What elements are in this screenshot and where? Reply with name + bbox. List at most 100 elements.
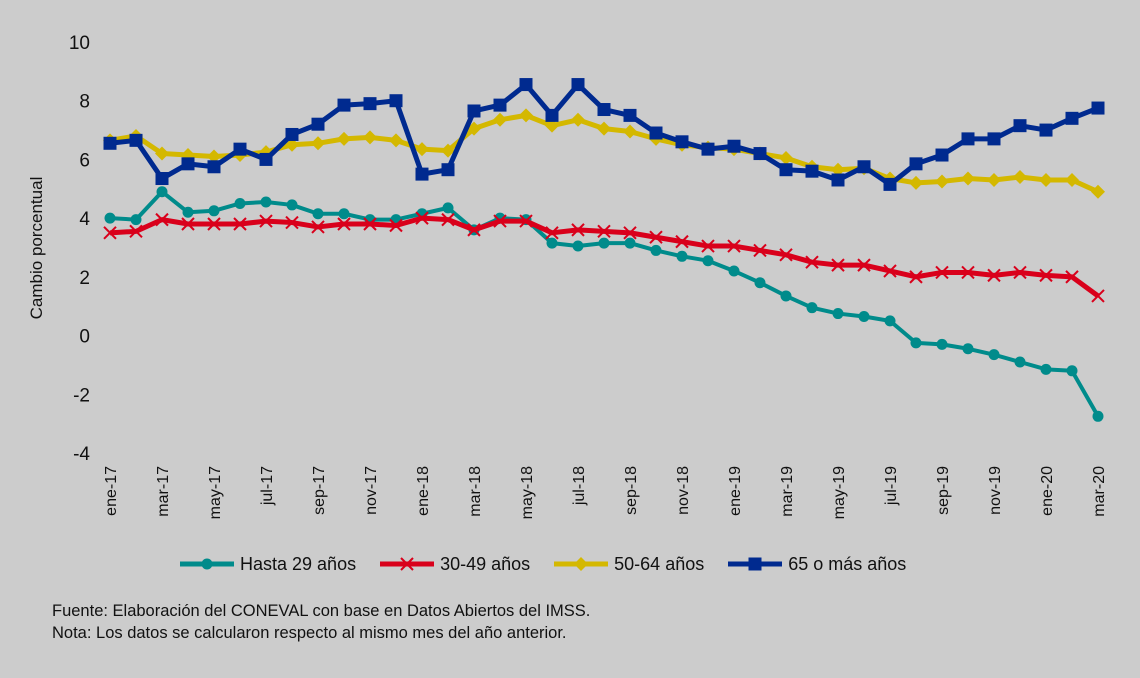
data-point xyxy=(779,163,793,177)
legend-label: Hasta 29 años xyxy=(240,553,357,574)
x-tick-label: mar-19 xyxy=(779,466,796,517)
legend-item: 65 o más años xyxy=(726,553,906,575)
data-point xyxy=(337,217,351,231)
legend-marker xyxy=(201,558,213,570)
data-point xyxy=(546,237,558,249)
data-point xyxy=(675,135,689,149)
legend-marker xyxy=(400,557,414,571)
data-point xyxy=(207,149,221,164)
data-point xyxy=(988,349,1000,361)
data-point xyxy=(623,226,637,240)
x-tick-label: ene-17 xyxy=(103,466,120,516)
data-point xyxy=(909,270,923,284)
legend-label: 30-49 años xyxy=(440,553,531,574)
data-point xyxy=(806,302,818,314)
data-point xyxy=(442,202,454,214)
y-tick-label: 0 xyxy=(79,327,90,348)
y-tick-label: 2 xyxy=(79,268,90,289)
x-tick-label: sep-19 xyxy=(935,466,952,515)
data-point xyxy=(1040,363,1052,375)
data-point xyxy=(467,223,481,237)
series-hasta-29-a-os xyxy=(104,186,1104,422)
data-point xyxy=(1014,356,1026,368)
series-line xyxy=(109,215,1100,298)
data-point xyxy=(857,258,871,272)
data-point xyxy=(337,98,351,112)
data-point xyxy=(415,167,429,181)
y-axis-ticks: 10 8 6 4 2 0 -2 -4 xyxy=(69,33,91,465)
data-point xyxy=(233,142,247,156)
data-point xyxy=(571,78,585,92)
data-point xyxy=(519,78,533,92)
data-point xyxy=(1065,111,1079,125)
data-point xyxy=(1065,270,1079,284)
data-point xyxy=(337,131,351,146)
data-point xyxy=(832,308,844,320)
data-point xyxy=(1091,289,1105,303)
data-point xyxy=(103,136,117,150)
data-point xyxy=(181,157,195,171)
data-point xyxy=(909,175,923,190)
data-point xyxy=(441,212,455,227)
data-point xyxy=(675,234,689,249)
data-point xyxy=(130,214,142,226)
data-point xyxy=(467,104,481,118)
data-point xyxy=(753,147,767,161)
x-axis-ticks: ene-17 mar-17 may-17 jul-17 sep-17 nov-17 ene-… xyxy=(103,466,1108,519)
legend-swatch-icon xyxy=(728,557,783,571)
data-point xyxy=(155,146,169,161)
x-tick-label: nov-17 xyxy=(363,466,380,515)
data-point xyxy=(207,160,221,174)
y-tick-label: 10 xyxy=(69,33,90,54)
legend-swatch-icon xyxy=(380,557,435,571)
data-point xyxy=(545,118,559,133)
data-point xyxy=(311,220,325,234)
data-point xyxy=(311,117,325,131)
series-30-49-a-os xyxy=(103,211,1105,303)
legend-item: Hasta 29 años xyxy=(178,553,356,575)
legend-item: 30-49 años xyxy=(378,553,530,575)
data-point xyxy=(493,214,507,228)
chart-notes: Fuente: Elaboración del CONEVAL con base… xyxy=(52,600,590,644)
data-point xyxy=(1065,172,1079,187)
data-point xyxy=(831,173,845,187)
data-point xyxy=(181,217,195,231)
x-tick-label: ene-18 xyxy=(415,466,432,516)
data-point xyxy=(883,264,897,278)
series-65-o-m-s-a-os xyxy=(103,78,1105,191)
data-point xyxy=(598,237,610,249)
data-point xyxy=(649,126,663,140)
data-point xyxy=(935,174,949,189)
data-point xyxy=(389,218,403,233)
x-tick-label: may-17 xyxy=(207,466,224,519)
data-point xyxy=(676,250,688,262)
data-point xyxy=(545,226,559,240)
data-point xyxy=(1013,265,1027,280)
data-point xyxy=(312,208,324,220)
data-point xyxy=(805,255,819,269)
y-tick-label: 6 xyxy=(79,150,90,171)
x-tick-label: nov-19 xyxy=(987,466,1004,515)
data-point xyxy=(935,265,949,280)
x-tick-label: sep-17 xyxy=(311,466,328,515)
data-point xyxy=(623,124,637,139)
data-point xyxy=(753,243,767,258)
data-point xyxy=(1039,172,1053,187)
data-point xyxy=(779,248,793,262)
data-point xyxy=(883,177,897,191)
data-point xyxy=(649,230,663,244)
data-point xyxy=(650,244,662,256)
data-point xyxy=(1066,365,1078,377)
x-tick-label: may-18 xyxy=(519,466,536,519)
data-point xyxy=(857,160,871,174)
x-tick-label: mar-17 xyxy=(155,466,172,517)
x-tick-label: mar-20 xyxy=(1091,466,1108,517)
x-tick-label: ene-20 xyxy=(1039,466,1056,516)
data-point xyxy=(572,240,584,252)
data-point xyxy=(909,157,923,171)
data-point xyxy=(389,94,403,108)
data-point xyxy=(519,108,533,123)
data-point xyxy=(129,224,143,239)
data-point xyxy=(285,127,299,141)
data-point xyxy=(624,237,636,249)
